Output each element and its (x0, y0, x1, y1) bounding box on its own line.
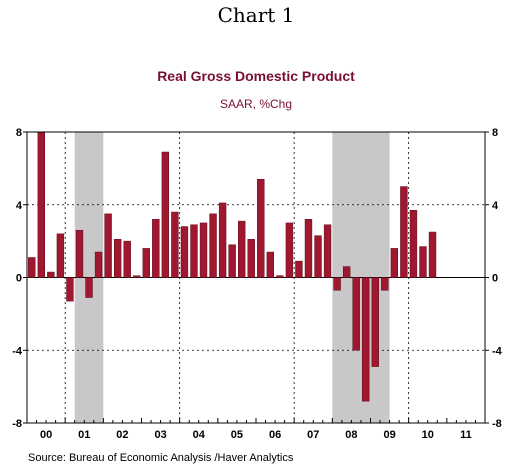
bar (323, 224, 332, 278)
figure-label: Chart 1 (218, 3, 295, 27)
bar (56, 233, 65, 278)
y-tick-label-right: -8 (492, 418, 502, 430)
bar (257, 179, 265, 278)
bar (85, 277, 93, 298)
x-tick-label: 04 (193, 429, 206, 441)
x-tick-label: 08 (345, 429, 357, 441)
bar (276, 275, 284, 278)
bar (266, 251, 274, 278)
bar (209, 213, 217, 278)
bar (152, 219, 160, 278)
bar (218, 202, 227, 278)
bar (428, 231, 437, 278)
x-tick-label: 09 (383, 429, 395, 441)
bar (123, 240, 131, 278)
x-tick-label: 03 (154, 429, 166, 441)
bar (371, 277, 379, 367)
bar (381, 277, 389, 291)
bar (190, 224, 198, 278)
bar (333, 277, 341, 291)
bar (342, 266, 351, 278)
y-tick-label-left: 4 (16, 200, 23, 212)
chart-title: Real Gross Domestic Product (157, 68, 355, 84)
bar (419, 246, 427, 278)
bar (228, 244, 236, 278)
bar (161, 151, 170, 278)
bar (47, 271, 55, 278)
bar (133, 275, 141, 278)
bar (104, 213, 112, 278)
bar (142, 248, 150, 278)
x-tick-label: 02 (116, 429, 128, 441)
bar (285, 222, 294, 278)
bar (314, 235, 322, 278)
bar (352, 277, 360, 351)
y-axis-left: 8 4 0 -4 -8 (12, 127, 27, 430)
y-tick-label-left: -8 (12, 418, 22, 430)
bar (75, 229, 84, 278)
bar (180, 226, 189, 278)
x-tick-label: 01 (78, 429, 90, 441)
bar (238, 220, 246, 278)
y-tick-label-left: -4 (12, 345, 23, 357)
x-tick-label: 05 (231, 429, 243, 441)
y-tick-label-right: 8 (492, 127, 498, 139)
y-tick-label-right: 0 (492, 273, 498, 285)
y-tick-label-right: 4 (492, 200, 499, 212)
bar (199, 222, 208, 278)
bar (390, 248, 399, 278)
bar (362, 277, 370, 402)
bar (28, 257, 36, 278)
x-tick-label: 00 (40, 429, 52, 441)
y-tick-label-left: 8 (16, 127, 22, 139)
x-tick-label: 07 (307, 429, 319, 441)
bar (247, 239, 255, 278)
bar (171, 211, 179, 278)
x-axis: 00 01 02 03 04 05 06 07 08 09 10 11 (26, 418, 486, 441)
bar (66, 277, 74, 302)
bar (37, 131, 45, 278)
x-tick-label: 06 (269, 429, 281, 441)
y-axis-right: 8 4 0 -4 -8 (485, 127, 503, 430)
source-note: Source: Bureau of Economic Analysis /Hav… (28, 452, 294, 464)
bar (400, 186, 408, 278)
x-tick-label: 10 (422, 429, 434, 441)
bar (409, 209, 418, 278)
y-tick-label-left: 0 (16, 273, 22, 285)
bar (304, 219, 313, 278)
gridlines (27, 132, 485, 423)
x-tick-label: 11 (460, 429, 472, 441)
bar (94, 251, 103, 278)
bar (113, 239, 122, 278)
bar (295, 260, 303, 278)
y-tick-label-right: -4 (492, 345, 503, 357)
chart-subtitle: SAAR, %Chg (220, 97, 292, 111)
